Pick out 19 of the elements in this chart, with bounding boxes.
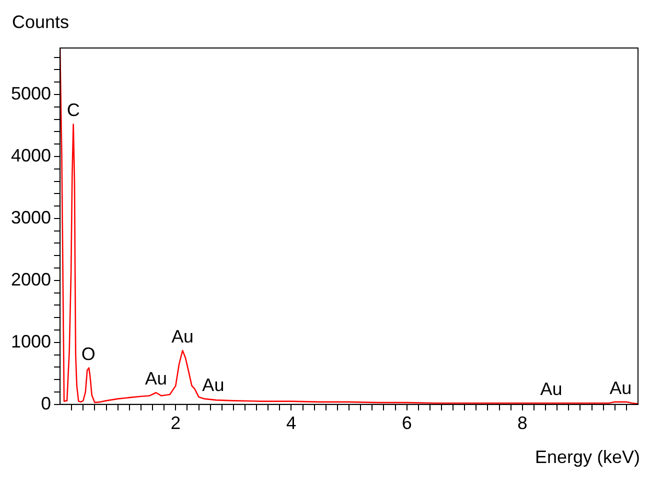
annotation: Au <box>144 368 167 389</box>
annotation: Au <box>610 378 632 398</box>
y-axis-title: Counts <box>12 12 70 33</box>
x-tick-label: 2 <box>170 413 181 434</box>
y-tick-label: 2000 <box>10 269 52 290</box>
y-tick-label: 4000 <box>10 145 52 166</box>
annotation: Au <box>540 379 562 400</box>
annotation: Au <box>202 374 224 395</box>
y-tick-label: 3000 <box>10 207 52 228</box>
x-axis-title: Energy (keV) <box>534 447 640 468</box>
x-tick-label: 8 <box>517 413 528 434</box>
x-tick-label: 4 <box>286 413 296 434</box>
x-tick-label: 6 <box>402 413 412 434</box>
annotation: C <box>66 100 80 120</box>
y-tick-label: 0 <box>41 393 52 414</box>
annotation: O <box>81 344 96 364</box>
y-tick-label: 1000 <box>10 331 52 352</box>
annotation: Au <box>172 326 194 346</box>
y-tick-label: 5000 <box>10 83 52 104</box>
